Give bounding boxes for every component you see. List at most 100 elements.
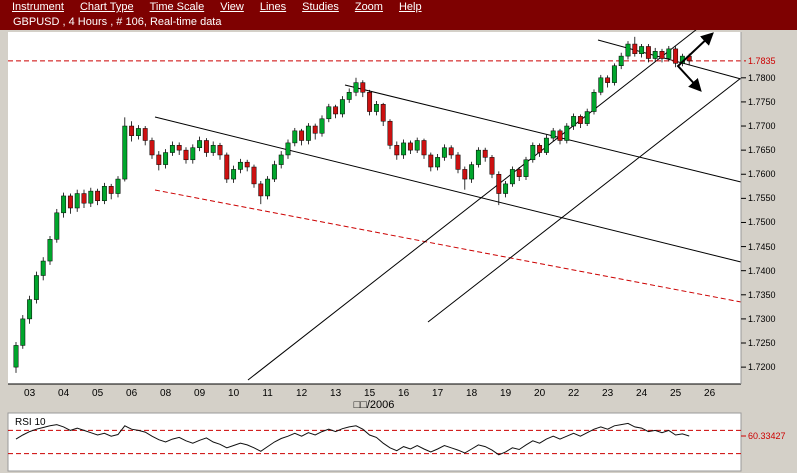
candle-down bbox=[462, 169, 468, 180]
candle-down bbox=[95, 190, 101, 202]
rsi-plot-area bbox=[7, 412, 742, 472]
candle-down bbox=[605, 77, 611, 83]
candle-up bbox=[611, 65, 617, 83]
candle-up bbox=[115, 178, 121, 194]
rsi-indicator-label: RSI 10 bbox=[15, 417, 46, 428]
rsi-line bbox=[15, 422, 690, 456]
candle-down bbox=[645, 46, 651, 59]
candle-up bbox=[285, 142, 291, 156]
candle-down bbox=[577, 116, 583, 124]
menu-item-zoom[interactable]: Zoom bbox=[354, 1, 383, 13]
candle-up bbox=[571, 116, 577, 127]
candle-down bbox=[673, 48, 679, 64]
candle-down bbox=[387, 120, 393, 146]
candle-up bbox=[598, 77, 604, 93]
candle-up bbox=[271, 164, 277, 180]
candle-up bbox=[326, 106, 332, 120]
candle-up bbox=[13, 345, 19, 368]
candle-up bbox=[523, 159, 529, 177]
candle-down bbox=[482, 149, 488, 158]
candle-up bbox=[625, 43, 631, 57]
candle-down bbox=[380, 104, 386, 122]
candle-up bbox=[346, 92, 352, 100]
candle-down bbox=[516, 169, 522, 177]
candle-up bbox=[122, 125, 128, 180]
candle-down bbox=[455, 154, 461, 170]
candle-up bbox=[101, 186, 107, 202]
candle-down bbox=[149, 140, 155, 156]
rsi-current-value: 60.33427 bbox=[748, 431, 786, 441]
candle-down bbox=[496, 173, 502, 194]
candle-down bbox=[448, 147, 454, 156]
candle-up bbox=[88, 190, 94, 204]
candle-down bbox=[407, 142, 413, 151]
candle-down bbox=[258, 183, 264, 197]
candle-down bbox=[333, 106, 339, 115]
menu-item-help[interactable]: Help bbox=[398, 1, 422, 13]
candle-down bbox=[489, 157, 495, 175]
candle-up bbox=[33, 275, 39, 300]
ascending-channel-left bbox=[247, 21, 707, 381]
candle-down bbox=[183, 149, 189, 161]
candle-down bbox=[632, 43, 638, 54]
ascending-channel-right bbox=[427, 77, 742, 323]
candle-up bbox=[666, 48, 672, 59]
candle-up bbox=[319, 118, 325, 134]
candle-down bbox=[251, 166, 257, 185]
candle-up bbox=[231, 169, 237, 180]
candle-up bbox=[74, 193, 80, 209]
candle-down bbox=[129, 125, 135, 136]
candle-up bbox=[292, 130, 298, 144]
candle-up bbox=[339, 99, 345, 115]
candle-up bbox=[305, 125, 311, 141]
candle-up bbox=[237, 161, 243, 170]
candle-up bbox=[169, 145, 175, 153]
chart-info-text: GBPUSD , 4 Hours , # 106, Real-time data bbox=[13, 16, 222, 28]
candle-down bbox=[312, 125, 318, 134]
candle-up bbox=[503, 183, 509, 194]
candle-up bbox=[135, 128, 141, 136]
menu-item-instrument[interactable]: Instrument bbox=[12, 1, 64, 13]
candle-down bbox=[81, 193, 87, 204]
menu-item-view[interactable]: View bbox=[220, 1, 244, 13]
candle-up bbox=[40, 260, 46, 276]
candle-up bbox=[265, 178, 271, 197]
candle-up bbox=[414, 140, 420, 151]
candle-up bbox=[584, 111, 590, 124]
candle-up bbox=[278, 154, 284, 165]
menu-bar: Instrument Chart Type Time Scale View Lines S… bbox=[0, 0, 797, 15]
candle-down bbox=[224, 154, 230, 180]
candle-down bbox=[557, 130, 563, 141]
candle-up bbox=[469, 164, 475, 180]
candle-down bbox=[537, 145, 543, 153]
short-descending-top-right bbox=[597, 39, 742, 80]
candle-up bbox=[550, 130, 556, 139]
candle-up bbox=[435, 157, 441, 168]
candle-up bbox=[591, 92, 597, 112]
descending-support-red-dashed bbox=[154, 189, 742, 303]
candle-up bbox=[27, 299, 33, 320]
descending-line-upper bbox=[344, 84, 742, 183]
candle-up bbox=[543, 137, 549, 153]
menu-item-chart-type[interactable]: Chart Type bbox=[79, 1, 134, 13]
candle-down bbox=[421, 140, 427, 156]
candle-down bbox=[217, 145, 223, 156]
candle-down bbox=[360, 82, 366, 93]
candle-up bbox=[20, 318, 26, 346]
candle-down bbox=[176, 145, 182, 151]
trend-arrow-annotation bbox=[676, 32, 714, 92]
candle-up bbox=[197, 140, 203, 148]
candle-down bbox=[156, 154, 162, 165]
candle-up bbox=[61, 195, 67, 214]
menu-item-lines[interactable]: Lines bbox=[259, 1, 287, 13]
candle-up bbox=[618, 55, 624, 67]
menu-item-studies[interactable]: Studies bbox=[302, 1, 339, 13]
candle-up bbox=[441, 147, 447, 158]
candle-up bbox=[353, 82, 359, 93]
candle-up bbox=[373, 104, 379, 112]
candle-up bbox=[639, 46, 645, 54]
candle-up bbox=[475, 149, 481, 165]
menu-item-time-scale[interactable]: Time Scale bbox=[149, 1, 205, 13]
x-axis-caption: □□/2006 bbox=[353, 399, 395, 411]
